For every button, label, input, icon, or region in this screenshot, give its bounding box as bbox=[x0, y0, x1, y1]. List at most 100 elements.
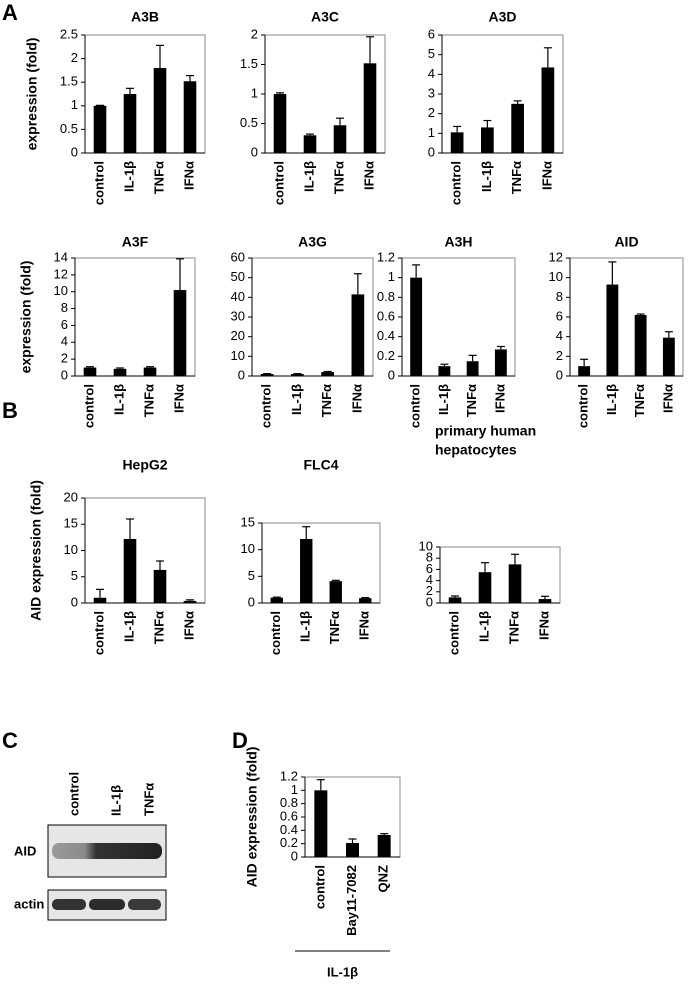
chart-title: A3H bbox=[444, 234, 472, 250]
bar bbox=[541, 67, 555, 153]
y-tick-label: 12 bbox=[54, 266, 68, 281]
y-tick-label: 10 bbox=[54, 283, 68, 298]
x-tick-label: TNFα bbox=[464, 384, 479, 417]
y-tick-label: 8 bbox=[426, 550, 433, 565]
bar bbox=[93, 597, 107, 603]
x-tick-label: TNFα bbox=[319, 384, 334, 417]
y-tick-label: 4 bbox=[556, 328, 563, 343]
bar bbox=[183, 81, 197, 153]
x-tick-label: IFNα bbox=[492, 384, 507, 413]
x-tick-label: TNFα bbox=[331, 161, 346, 194]
y-tick-label: 1 bbox=[71, 97, 78, 112]
bar bbox=[606, 284, 619, 376]
group-label: IL-1β bbox=[327, 964, 358, 979]
y-tick-label: 0.2 bbox=[377, 348, 395, 363]
chart-title: primary human bbox=[435, 423, 536, 439]
y-tick-label: 0 bbox=[428, 144, 435, 159]
y-tick-label: 2 bbox=[426, 583, 433, 598]
panel-label: C bbox=[2, 728, 18, 753]
panel-label: B bbox=[2, 398, 18, 423]
x-tick-label: control bbox=[449, 161, 464, 205]
bar bbox=[270, 597, 283, 603]
bar bbox=[377, 835, 391, 857]
y-tick-label: 2 bbox=[428, 105, 435, 120]
y-tick-label: 1.2 bbox=[377, 249, 395, 264]
panel-label: A bbox=[2, 0, 18, 25]
bar bbox=[634, 315, 647, 376]
x-tick-label: TNFα bbox=[506, 611, 521, 644]
y-tick-label: 4 bbox=[426, 572, 433, 587]
y-tick-label: 50 bbox=[231, 269, 245, 284]
y-tick-label: 0 bbox=[251, 144, 258, 159]
y-tick-label: 2 bbox=[251, 26, 258, 41]
y-axis-label: expression (fold) bbox=[24, 38, 40, 151]
y-tick-label: 40 bbox=[231, 289, 245, 304]
bar bbox=[260, 374, 274, 376]
bar bbox=[113, 368, 127, 376]
x-tick-label: TNFα bbox=[327, 611, 342, 644]
bar bbox=[321, 372, 334, 376]
x-tick-label: control bbox=[81, 384, 96, 428]
blot-band bbox=[128, 899, 161, 910]
bar bbox=[303, 135, 317, 153]
bar bbox=[329, 581, 342, 603]
chart-title: A3F bbox=[122, 234, 149, 250]
y-tick-label: 14 bbox=[54, 249, 68, 264]
x-tick-label: IL-1β bbox=[298, 611, 313, 642]
y-tick-label: 5 bbox=[248, 568, 255, 583]
y-tick-label: 0 bbox=[238, 367, 245, 382]
y-tick-label: 0 bbox=[291, 848, 298, 863]
x-tick-label: Bay11-7082 bbox=[344, 865, 359, 936]
y-axis-label: AID expression (fold) bbox=[244, 747, 260, 888]
row-label: AID bbox=[14, 843, 36, 858]
y-tick-label: 15 bbox=[241, 514, 255, 529]
x-tick-label: IL-1β bbox=[476, 611, 491, 642]
y-tick-label: 8 bbox=[61, 300, 68, 315]
bar bbox=[300, 539, 313, 603]
bar bbox=[346, 843, 359, 857]
plot-frame bbox=[261, 522, 381, 604]
y-tick-label: 20 bbox=[64, 489, 78, 504]
y-tick-label: 6 bbox=[428, 26, 435, 41]
y-tick-label: 20 bbox=[231, 328, 245, 343]
y-tick-label: 10 bbox=[419, 538, 433, 553]
y-axis-label: expression (fold) bbox=[18, 261, 34, 374]
y-tick-label: 0 bbox=[61, 367, 68, 382]
y-tick-label: 2.5 bbox=[60, 26, 78, 41]
bar bbox=[481, 127, 494, 153]
y-tick-label: 0.4 bbox=[377, 328, 395, 343]
bar bbox=[478, 572, 492, 603]
x-tick-label: control bbox=[408, 384, 423, 428]
x-tick-label: IL-1β bbox=[604, 384, 619, 415]
y-tick-label: 4 bbox=[61, 334, 68, 349]
y-tick-label: 8 bbox=[556, 289, 563, 304]
y-tick-label: 5 bbox=[71, 568, 78, 583]
x-tick-label: control bbox=[312, 865, 327, 909]
bar bbox=[173, 290, 187, 376]
y-tick-label: 2 bbox=[61, 351, 68, 366]
y-tick-label: 0 bbox=[388, 367, 395, 382]
x-tick-label: TNFα bbox=[141, 384, 156, 417]
x-tick-label: control bbox=[271, 161, 286, 205]
plot-frame bbox=[439, 546, 561, 604]
bar bbox=[438, 366, 451, 376]
bar bbox=[494, 349, 507, 376]
x-tick-label: control bbox=[446, 611, 461, 655]
y-axis-label: AID expression (fold) bbox=[28, 480, 44, 621]
bar bbox=[143, 367, 157, 376]
y-tick-label: 0.6 bbox=[280, 808, 298, 823]
chart-title: A3C bbox=[311, 9, 339, 25]
x-tick-label: control bbox=[576, 384, 591, 428]
x-tick-label: control bbox=[91, 611, 106, 655]
chart-title: hepatocytes bbox=[435, 442, 517, 458]
x-tick-label: IFNα bbox=[181, 161, 196, 190]
bar bbox=[662, 337, 675, 376]
x-tick-label: IFNα bbox=[181, 611, 196, 640]
y-tick-label: 1 bbox=[428, 125, 435, 140]
y-tick-label: 1.5 bbox=[240, 56, 258, 71]
y-tick-label: 6 bbox=[61, 317, 68, 332]
x-tick-label: IL-1β bbox=[479, 161, 494, 192]
y-tick-label: 0 bbox=[556, 367, 563, 382]
blot-band bbox=[52, 843, 162, 859]
